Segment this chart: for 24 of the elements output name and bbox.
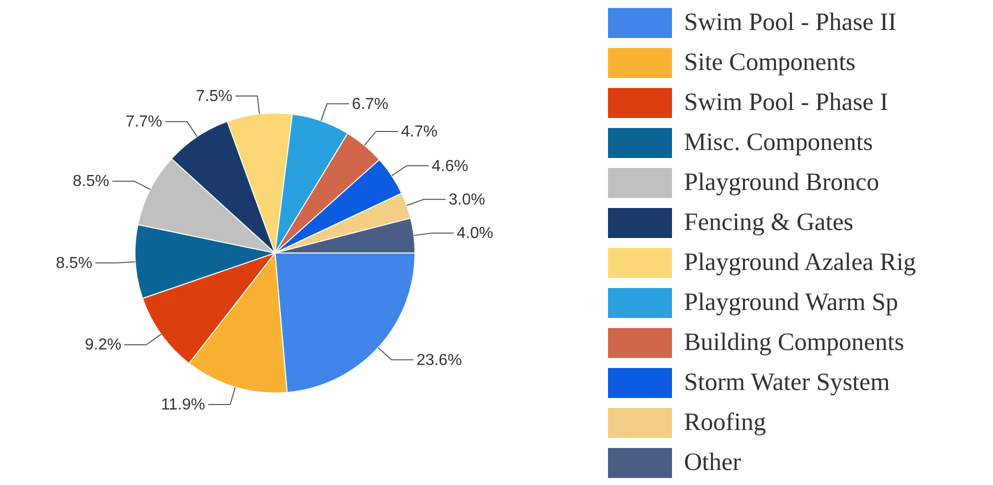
legend-label: Playground Warm Sp: [684, 288, 898, 316]
legend-label: Playground Azalea Rig: [684, 248, 916, 276]
legend-label: Playground Bronco: [684, 168, 880, 196]
data-label: 7.5%: [196, 87, 232, 104]
legend-label: Other: [684, 448, 741, 476]
data-label: 4.7%: [400, 122, 438, 140]
legend-label: Fencing & Gates: [684, 208, 854, 236]
legend-label: Building Components: [684, 328, 904, 356]
data-label: 4.6%: [432, 157, 468, 174]
legend-label: Swim Pool - Phase I: [684, 88, 888, 116]
data-label: 9.2%: [84, 336, 122, 354]
data-label: 7.7%: [126, 113, 162, 130]
legend-label: Storm Water System: [684, 368, 890, 396]
legend-label: Roofing: [684, 408, 766, 436]
data-label: 4.0%: [456, 224, 494, 242]
data-label: 11.9%: [160, 396, 206, 414]
legend-label: Swim Pool - Phase II: [684, 8, 896, 36]
data-label: 8.5%: [56, 254, 92, 272]
data-label: 6.7%: [352, 95, 388, 112]
data-label: 23.6%: [416, 351, 462, 368]
legend-label: Misc. Components: [684, 128, 873, 156]
data-label: 8.5%: [72, 172, 110, 190]
legend-label: Site Components: [684, 48, 856, 76]
data-label: 3.0%: [448, 190, 486, 208]
